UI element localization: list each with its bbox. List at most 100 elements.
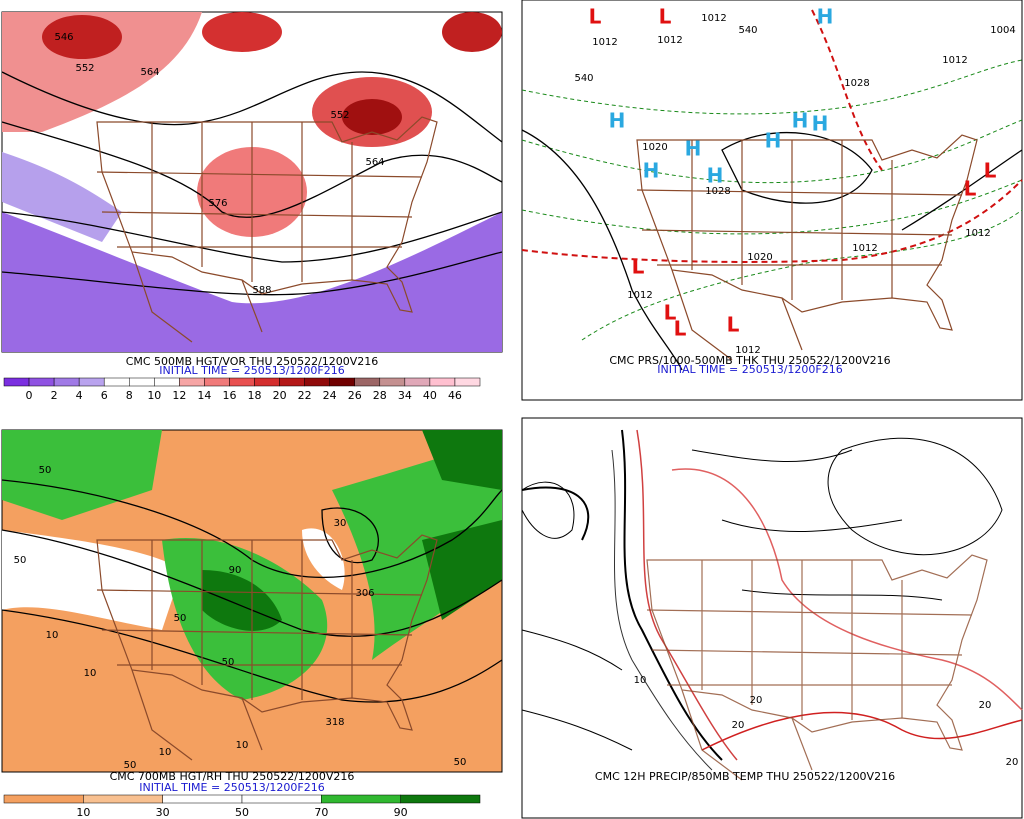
contour-label: 20 bbox=[750, 695, 763, 706]
panel-caption: CMC 500MB HGT/VOR THU 250522/1200V216 bbox=[126, 355, 379, 368]
panel-caption: CMC 12H PRECIP/850MB TEMP THU 250522/120… bbox=[595, 770, 895, 783]
pressure-center: H bbox=[817, 5, 834, 29]
colorbar-swatch bbox=[204, 377, 230, 387]
precip-contours bbox=[521, 429, 1023, 781]
colorbar-label: 4 bbox=[76, 389, 83, 402]
colorbar-swatch bbox=[53, 377, 80, 387]
colorbar-swatch bbox=[28, 377, 55, 387]
contour-label: 1012 bbox=[592, 37, 617, 48]
colorbar-swatch bbox=[78, 377, 105, 387]
contour-label: 50 bbox=[14, 555, 27, 566]
contour-label: 50 bbox=[39, 465, 52, 476]
colorbar-label: 8 bbox=[126, 389, 133, 402]
colorbar-label: 26 bbox=[348, 389, 362, 402]
colorbar-swatch bbox=[354, 377, 381, 387]
colorbar-label: 90 bbox=[394, 806, 408, 819]
contour-label: 1012 bbox=[852, 243, 877, 254]
colorbar-swatch bbox=[241, 794, 322, 804]
colorbar-swatch bbox=[329, 377, 355, 387]
colorbar-label: 14 bbox=[197, 389, 211, 402]
contour-label: 1012 bbox=[735, 345, 760, 356]
contour-label: 1028 bbox=[844, 78, 869, 89]
colorbar-swatch bbox=[3, 794, 84, 804]
contour-label: 1012 bbox=[965, 228, 990, 239]
panel-caption: CMC PRS/1000-500MB THK THU 250522/1200V2… bbox=[609, 354, 890, 367]
contour-label: 20 bbox=[1006, 757, 1019, 768]
colorbar-label: 30 bbox=[156, 806, 170, 819]
contour-label: 306 bbox=[355, 588, 374, 599]
colorbar-label: 16 bbox=[222, 389, 236, 402]
initial-time: INITIAL TIME = 250513/1200F216 bbox=[139, 781, 324, 794]
pressure-contours bbox=[521, 9, 1023, 371]
contour-label: 1012 bbox=[657, 35, 682, 46]
contour-label: 540 bbox=[574, 73, 593, 84]
pressure-center: H bbox=[643, 159, 660, 183]
colorbar-swatch bbox=[83, 794, 163, 804]
colorbar-label: 24 bbox=[323, 389, 337, 402]
contour-label: 552 bbox=[330, 110, 349, 121]
contour-label: 1028 bbox=[705, 186, 730, 197]
contour-label: 588 bbox=[252, 285, 271, 296]
colorbar-swatch bbox=[254, 377, 280, 387]
pressure-center: L bbox=[674, 317, 687, 341]
pressure-center: H bbox=[707, 164, 724, 188]
panel-caption: CMC 700MB HGT/RH THU 250522/1200V216 bbox=[110, 770, 355, 783]
contour-label: 318 bbox=[325, 717, 344, 728]
colorbar-swatch bbox=[379, 377, 406, 387]
pressure-center: H bbox=[812, 112, 829, 136]
pressure-center: H bbox=[765, 129, 782, 153]
colorbar-label: 0 bbox=[26, 389, 33, 402]
contour-label: 564 bbox=[140, 67, 159, 78]
contour-label: 10 bbox=[236, 740, 249, 751]
pressure-center: L bbox=[632, 255, 645, 279]
contour-label: 546 bbox=[54, 32, 73, 43]
contour-label: 10 bbox=[84, 668, 97, 679]
pressure-center: H bbox=[685, 137, 702, 161]
contour-label: 50 bbox=[174, 613, 187, 624]
pressure-center: L bbox=[589, 5, 602, 29]
pressure-center: H bbox=[609, 109, 626, 133]
contour-label: 540 bbox=[738, 25, 757, 36]
colorbar-label: 28 bbox=[373, 389, 387, 402]
contour-label: 50 bbox=[222, 657, 235, 668]
pressure-center: L bbox=[664, 301, 677, 325]
contour-label: 30 bbox=[334, 518, 347, 529]
contour-label: 1012 bbox=[942, 55, 967, 66]
colorbar-swatch bbox=[429, 377, 456, 387]
contour-label: 90 bbox=[229, 565, 242, 576]
vorticity-shading bbox=[1, 12, 503, 352]
colorbar-label: 12 bbox=[172, 389, 186, 402]
colorbar-swatch bbox=[400, 794, 481, 804]
colorbar-label: 20 bbox=[273, 389, 287, 402]
contour-label: 564 bbox=[365, 157, 384, 168]
colorbar-label: 6 bbox=[101, 389, 108, 402]
pressure-center: L bbox=[659, 5, 672, 29]
colorbar-swatch bbox=[304, 377, 330, 387]
contour-label: 1004 bbox=[990, 25, 1015, 36]
colorbar-label: 2 bbox=[51, 389, 58, 402]
contour-label: 576 bbox=[208, 198, 227, 209]
colorbar-label: 70 bbox=[314, 806, 328, 819]
colorbar-label: 22 bbox=[298, 389, 312, 402]
colorbar-swatch bbox=[162, 794, 243, 804]
pressure-center: L bbox=[964, 177, 977, 201]
colorbar-swatch bbox=[454, 377, 481, 387]
contour-label: 10 bbox=[159, 747, 172, 758]
contour-label: 1012 bbox=[701, 13, 726, 24]
contour-label: 50 bbox=[454, 757, 467, 768]
contour-label: 1020 bbox=[747, 252, 772, 263]
colorbar-swatch bbox=[103, 377, 130, 387]
contour-label: 20 bbox=[979, 700, 992, 711]
colorbar-swatch bbox=[321, 794, 401, 804]
colorbar-swatch bbox=[154, 377, 180, 387]
colorbar-label: 10 bbox=[147, 389, 161, 402]
humidity-shading bbox=[1, 430, 503, 761]
contour-label: 1012 bbox=[627, 290, 652, 301]
contour-label: 50 bbox=[124, 760, 137, 771]
contour-label: 1020 bbox=[642, 142, 667, 153]
initial-time: INITIAL TIME = 250513/1200F216 bbox=[657, 363, 842, 376]
contour-label: 10 bbox=[46, 630, 59, 641]
colorbar-swatch bbox=[229, 377, 255, 387]
panel-frame bbox=[521, 417, 1023, 819]
